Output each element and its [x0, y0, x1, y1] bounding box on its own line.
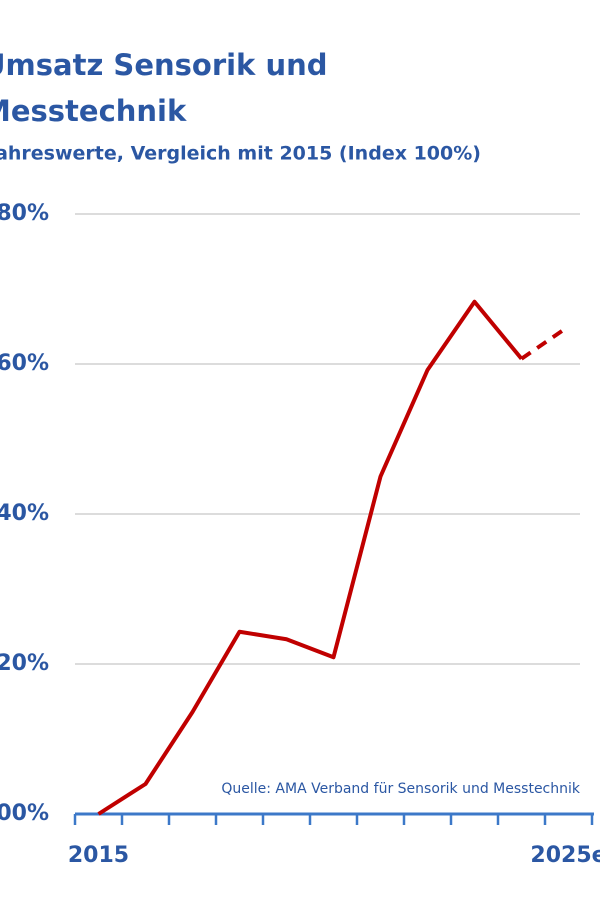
x-tick-label: 2025e — [530, 843, 600, 868]
y-tick-label: 120% — [0, 651, 49, 676]
y-tick-label: 160% — [0, 351, 49, 376]
chart-subtitle: Jahreswerte, Vergleich mit 2015 (Index 1… — [0, 143, 481, 165]
data-line — [97, 299, 524, 816]
data-line — [520, 324, 570, 361]
y-tick-label: 100% — [0, 801, 49, 826]
y-tick-label: 180% — [0, 201, 49, 226]
chart-title: Messtechnik — [0, 94, 187, 128]
source-note: Quelle: AMA Verband für Sensorik und Mes… — [221, 781, 581, 797]
chart-title: Umsatz Sensorik und — [0, 48, 328, 82]
x-tick-label: 2015 — [68, 843, 129, 868]
y-tick-label: 140% — [0, 501, 49, 526]
